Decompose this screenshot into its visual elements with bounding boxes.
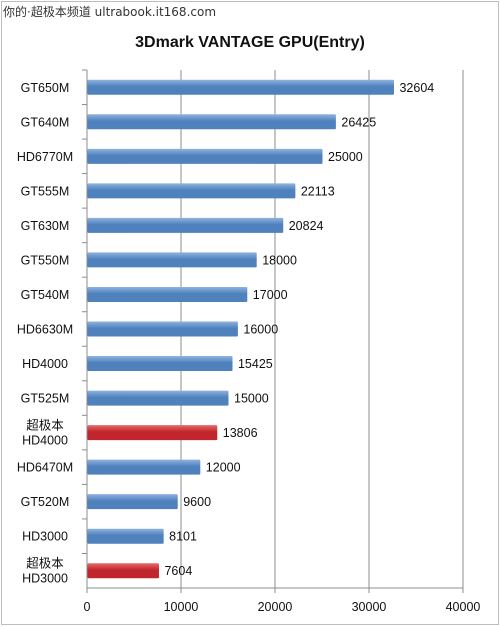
value-label: 20824	[289, 219, 324, 233]
category-label: HD6770M	[17, 150, 73, 164]
x-tick-label: 10000	[164, 600, 199, 614]
category-label: GT550M	[21, 253, 70, 267]
chart-title: 3Dmark VANTAGE GPU(Entry)	[135, 34, 365, 51]
value-label: 15000	[234, 392, 269, 406]
value-label: 13806	[223, 426, 258, 440]
value-label: 12000	[206, 461, 241, 475]
bar	[87, 563, 159, 579]
x-tick-label: 0	[84, 600, 91, 614]
category-label: GT540M	[21, 288, 70, 302]
category-label: HD6630M	[17, 323, 73, 337]
value-label: 22113	[301, 184, 335, 198]
bar	[87, 217, 284, 233]
category-label: 超极本	[26, 556, 64, 571]
category-label: GT650M	[21, 81, 70, 95]
bars	[87, 79, 394, 579]
value-label: 26425	[341, 115, 376, 129]
watermark-text: 你的·超极本频道 ultrabook.it168.com	[3, 5, 217, 19]
value-label: 32604	[399, 81, 434, 95]
bar	[87, 425, 218, 441]
x-tick-label: 30000	[352, 600, 387, 614]
x-tick-label: 40000	[446, 600, 481, 614]
category-label: GT640M	[21, 115, 70, 129]
value-label: 18000	[262, 253, 297, 267]
category-label: GT630M	[21, 219, 70, 233]
category-label: HD3000	[22, 530, 68, 544]
category-label: GT555M	[21, 184, 70, 198]
bar	[87, 528, 164, 544]
bar	[87, 183, 296, 199]
category-label: HD3000	[22, 572, 68, 586]
labels: 0 10000 20000 30000 40000 32604 GT650M 26425 GT6…	[17, 81, 481, 614]
category-label: HD4000	[22, 434, 68, 448]
bar	[87, 321, 238, 337]
category-label: GT520M	[21, 495, 70, 509]
bar	[87, 459, 201, 475]
category-label: HD6470M	[17, 461, 73, 475]
bar	[87, 390, 229, 406]
value-label: 9600	[183, 495, 211, 509]
category-label: GT525M	[21, 392, 70, 406]
value-label: 8101	[169, 530, 197, 544]
value-label: 17000	[253, 288, 288, 302]
category-label: HD4000	[22, 357, 68, 371]
bar	[87, 114, 336, 130]
value-label: 15425	[238, 357, 273, 371]
axes	[82, 69, 464, 593]
value-label: 7604	[164, 564, 192, 578]
bar	[87, 252, 257, 268]
value-label: 16000	[243, 323, 278, 337]
category-label: 超极本	[26, 418, 64, 433]
value-label: 25000	[328, 150, 363, 164]
bar	[87, 356, 233, 372]
bar	[87, 286, 248, 302]
bar	[87, 148, 323, 164]
bar	[87, 494, 178, 510]
x-tick-label: 20000	[258, 600, 293, 614]
bar	[87, 79, 394, 95]
